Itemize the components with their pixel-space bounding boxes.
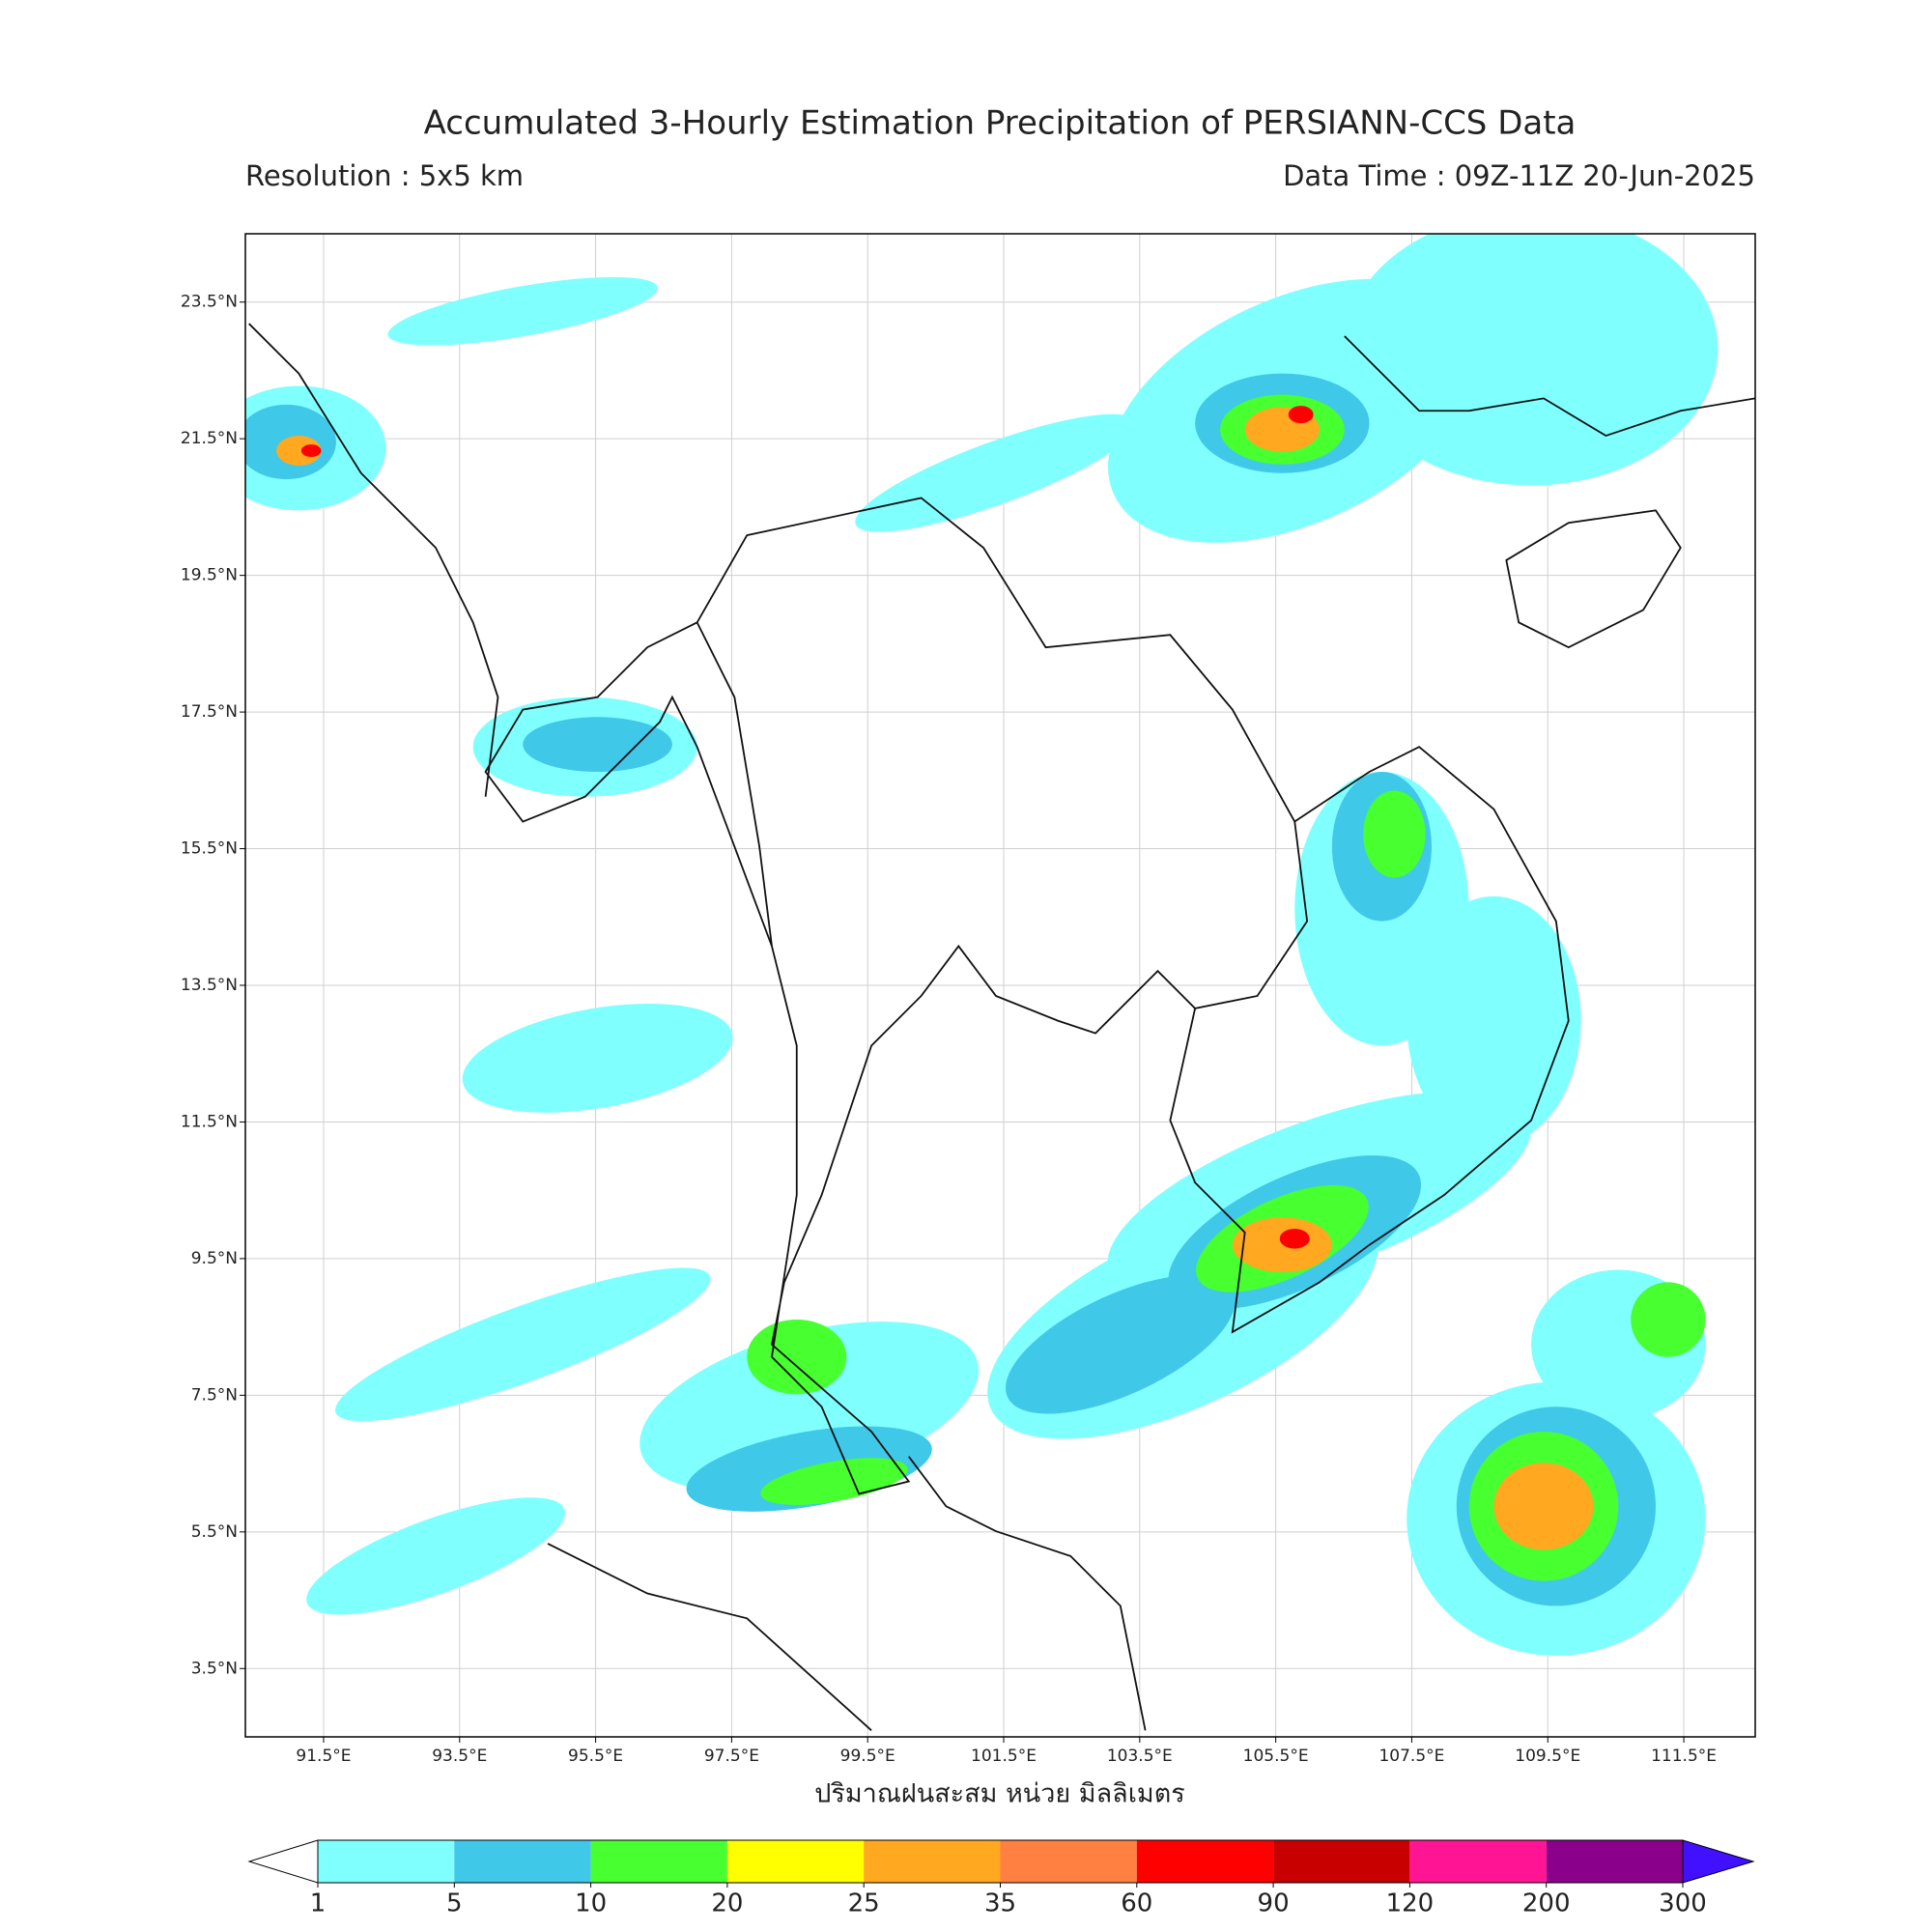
x-tick-label: 97.5°E [704, 1747, 759, 1766]
y-tick-label: 11.5°N [181, 1112, 238, 1131]
y-tick-label: 13.5°N [181, 976, 238, 995]
colorbar-under [247, 1839, 319, 1884]
colorbar-segment [864, 1840, 1001, 1883]
map-frame [244, 233, 1756, 1738]
x-tick-label: 99.5°E [840, 1747, 895, 1766]
colorbar-label: 5 [446, 1889, 463, 1918]
y-tick-label: 15.5°N [181, 839, 238, 859]
colorbar-segment [590, 1840, 727, 1883]
colorbar-over [1682, 1839, 1755, 1884]
colorbar-label: 35 [984, 1889, 1016, 1918]
y-tick-label: 3.5°N [191, 1659, 238, 1678]
y-tick-label: 7.5°N [191, 1385, 238, 1405]
resolution: Resolution : 5x5 km [245, 159, 524, 192]
colorbar-label: 20 [711, 1889, 743, 1918]
colorbar-segment [1000, 1840, 1137, 1883]
x-tick-label: 93.5°E [432, 1747, 487, 1766]
y-tick-label: 21.5°N [181, 429, 238, 448]
x-tick-label: 91.5°E [296, 1747, 351, 1766]
x-tick-label: 101.5°E [971, 1747, 1037, 1766]
colorbar-segment [726, 1840, 865, 1883]
x-tick-label: 95.5°E [568, 1747, 623, 1766]
colorbar-segment [1136, 1840, 1274, 1883]
x-tick-label: 105.5°E [1243, 1747, 1309, 1766]
map-content [245, 234, 1755, 1731]
y-tick-label: 5.5°N [191, 1522, 238, 1542]
colorbar-label: 25 [848, 1889, 880, 1918]
data-time: Data Time : 09Z-11Z 20-Jun-2025 [1283, 159, 1755, 192]
x-tick-label: 107.5°E [1378, 1747, 1444, 1766]
x-tick-label: 103.5°E [1107, 1747, 1173, 1766]
y-tick-label: 17.5°N [181, 702, 238, 722]
x-tick-label: 111.5°E [1651, 1747, 1717, 1766]
colorbar-label: 120 [1386, 1889, 1435, 1918]
y-tick-label: 19.5°N [181, 566, 238, 585]
x-tick-label: 109.5°E [1515, 1747, 1580, 1766]
colorbar-label: 10 [575, 1889, 607, 1918]
x-axis-label: ปริมาณฝนสะสม หน่วย มิลลิเมตร [814, 1779, 1185, 1809]
colorbar-label: 1 [310, 1889, 327, 1918]
colorbar-label: 90 [1258, 1889, 1290, 1918]
y-tick-label: 9.5°N [191, 1249, 238, 1268]
precipitation-field [245, 234, 1755, 1731]
colorbar: 1 5 10 20 25 35 60 90 120 200 300 [247, 1839, 1755, 1918]
y-tick-label: 23.5°N [181, 293, 238, 312]
colorbar-segment [1273, 1840, 1410, 1883]
colorbar-label: 60 [1121, 1889, 1152, 1918]
colorbar-label: 200 [1522, 1889, 1571, 1918]
colorbar-segment [318, 1840, 455, 1883]
colorbar-label: 300 [1659, 1889, 1707, 1918]
title: Accumulated 3-Hourly Estimation Precipit… [424, 104, 1577, 143]
colorbar-segment [1546, 1840, 1683, 1883]
colorbar-segment [454, 1840, 591, 1883]
coastlines [248, 323, 1755, 1731]
colorbar-segment [1409, 1840, 1547, 1883]
